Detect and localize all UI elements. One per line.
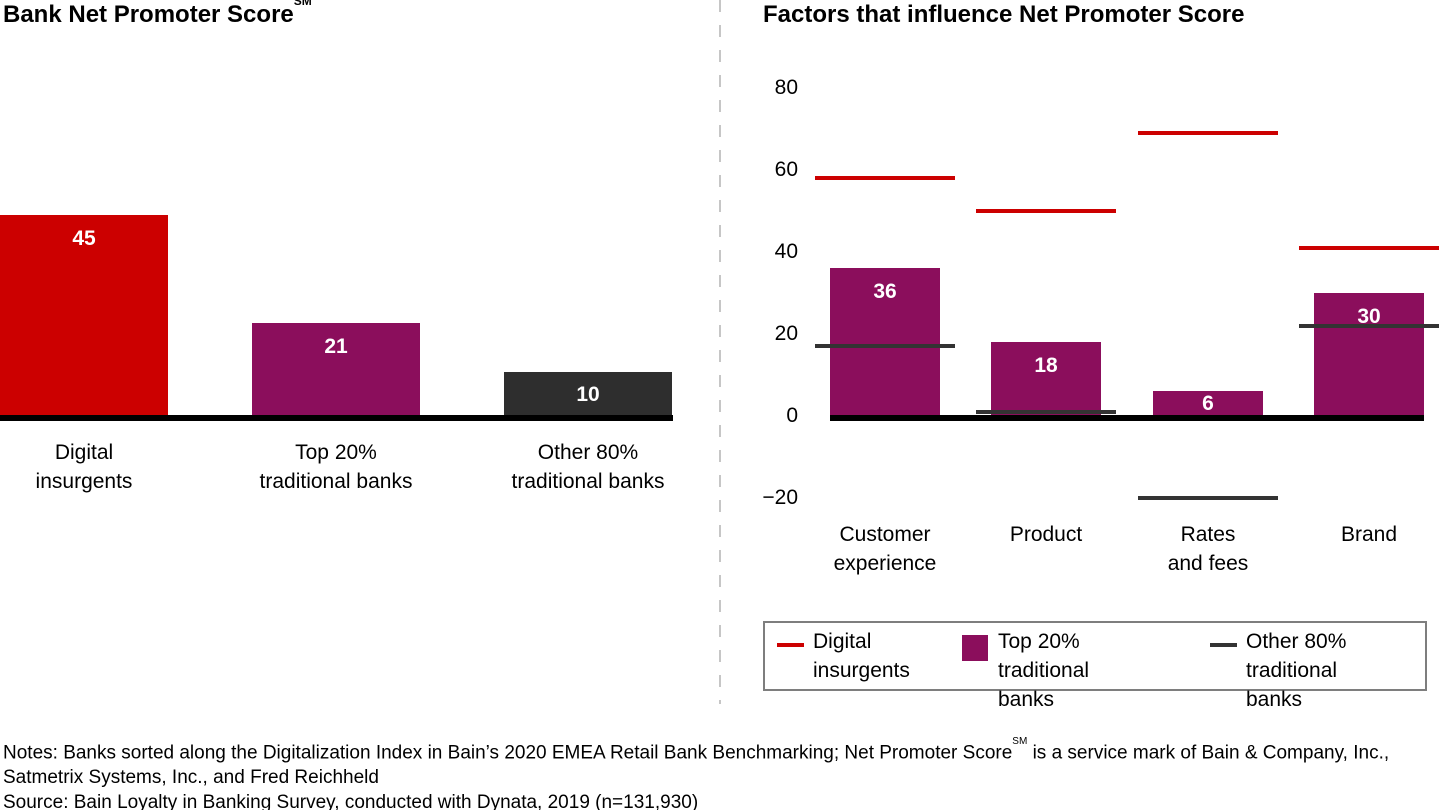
legend-item-top-20-traditional-banks: Top 20% traditional banks [962, 623, 1142, 711]
legend-item-label: Top 20% traditional banks [998, 630, 1090, 711]
line-marker-other-80-traditional-banks-brand [1299, 324, 1439, 328]
category-label-brand: Brand [1340, 523, 1398, 546]
bar-top-20-traditional-banks [252, 323, 420, 417]
notes-line-1-post: is a service mark of Bain & Company, Inc… [1027, 742, 1390, 764]
line-marker-digital-insurgents-product [976, 209, 1116, 213]
bar-value-label-brand: 30 [1357, 305, 1381, 328]
notes-line-2: Satmetrix Systems, Inc., and Fred Reichh… [3, 767, 379, 789]
left-x-axis-baseline [0, 415, 673, 421]
right-chart-title-text: Factors that influence Net Promoter Scor… [763, 1, 1245, 28]
source-line: Source: Bain Loyalty in Banking Survey, … [3, 792, 699, 810]
legend-line-swatch-icon [1210, 643, 1237, 647]
left-chart-title: Bank Net Promoter ScoreSM [3, 0, 312, 29]
category-label-product: Product [1009, 523, 1083, 546]
left-chart-title-text: Bank Net Promoter Score [3, 1, 294, 28]
legend-square-swatch-icon [962, 635, 988, 661]
bar-other-80-traditional-banks [504, 372, 672, 417]
bar-rates-and-fees [1153, 391, 1263, 416]
category-label-rates-and-fees: Rates and fees [1167, 523, 1249, 575]
panel-divider [719, 0, 721, 704]
line-marker-other-80-traditional-banks-customer-experience [815, 344, 955, 348]
legend-item-label: Other 80% traditional banks [1246, 630, 1347, 711]
y-tick-label-0: 0 [786, 404, 798, 427]
bar-value-label-digital-insurgents: 45 [72, 227, 96, 250]
legend-item-other-80-traditional-banks: Other 80% traditional banks [1210, 623, 1390, 711]
bar-value-label-rates-and-fees: 6 [1202, 392, 1214, 415]
category-label-top-20-traditional-banks: Top 20% traditional banks [259, 441, 413, 493]
bar-product [991, 342, 1101, 416]
right-x-axis-baseline [830, 415, 1424, 421]
notes-line-1: Notes: Banks sorted along the Digitaliza… [3, 736, 1389, 765]
bar-value-label-top-20-traditional-banks: 21 [324, 335, 348, 358]
category-label-customer-experience: Customer experience [833, 523, 937, 575]
y-tick-label-neg20: −20 [762, 486, 798, 509]
legend-line-swatch-icon [777, 643, 804, 647]
bar-customer-experience [830, 268, 940, 416]
legend-item-digital-insurgents: Digital insurgents [777, 623, 957, 689]
line-marker-digital-insurgents-customer-experience [815, 176, 955, 180]
line-marker-digital-insurgents-brand [1299, 246, 1439, 250]
service-mark-superscript: SM [293, 0, 312, 8]
legend: Digital insurgents Top 20% traditional ba… [763, 621, 1427, 711]
bar-brand [1314, 293, 1424, 416]
line-marker-other-80-traditional-banks-product [976, 410, 1116, 414]
footnotes: Notes: Banks sorted along the Digitaliza… [3, 736, 1389, 810]
category-label-other-80-traditional-banks: Other 80% traditional banks [511, 441, 665, 493]
bar-value-label-other-80-traditional-banks: 10 [576, 383, 600, 406]
category-label-digital-insurgents: Digital insurgents [35, 441, 133, 493]
legend-item-label: Digital insurgents [813, 630, 910, 682]
notes-service-mark-superscript: SM [1012, 736, 1028, 747]
line-marker-digital-insurgents-rates-and-fees [1138, 131, 1278, 135]
notes-line-1-pre: Notes: Banks sorted along the Digitaliza… [3, 742, 1013, 764]
right-chart-title: Factors that influence Net Promoter Scor… [763, 1, 1244, 29]
bar-digital-insurgents [0, 215, 168, 417]
y-tick-label-60: 60 [774, 158, 798, 181]
bar-value-label-customer-experience: 36 [873, 280, 897, 303]
y-tick-label-20: 20 [774, 322, 798, 345]
bar-value-label-product: 18 [1034, 354, 1058, 377]
line-marker-other-80-traditional-banks-rates-and-fees [1138, 496, 1278, 500]
y-tick-label-40: 40 [774, 240, 798, 263]
y-tick-label-80: 80 [774, 76, 798, 99]
